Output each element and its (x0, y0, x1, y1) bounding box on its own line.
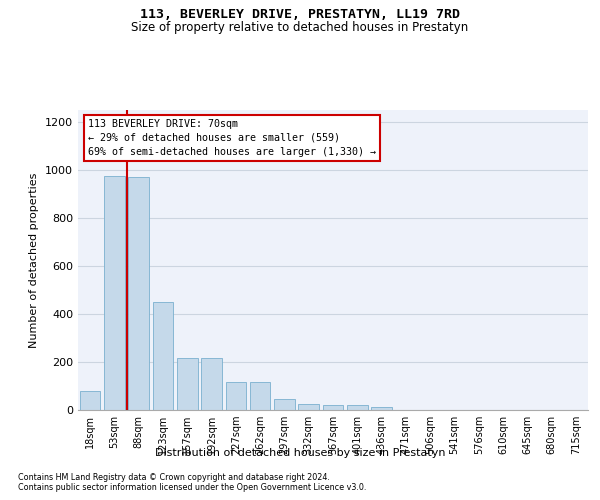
Text: Distribution of detached houses by size in Prestatyn: Distribution of detached houses by size … (155, 448, 445, 458)
Y-axis label: Number of detached properties: Number of detached properties (29, 172, 40, 348)
Text: Size of property relative to detached houses in Prestatyn: Size of property relative to detached ho… (131, 21, 469, 34)
Bar (371, 407, 392, 410)
Bar (226, 382, 246, 410)
Text: 113 BEVERLEY DRIVE: 70sqm
← 29% of detached houses are smaller (559)
69% of semi: 113 BEVERLEY DRIVE: 70sqm ← 29% of detac… (88, 119, 376, 157)
Bar (250, 382, 271, 410)
Bar (347, 405, 368, 410)
Bar (152, 302, 173, 410)
Bar (274, 399, 295, 410)
Bar (323, 404, 343, 410)
Bar (128, 177, 149, 410)
Bar (298, 404, 319, 410)
Bar (177, 358, 197, 410)
Bar (80, 391, 100, 410)
Text: Contains HM Land Registry data © Crown copyright and database right 2024.: Contains HM Land Registry data © Crown c… (18, 472, 330, 482)
Bar (104, 176, 125, 410)
Bar (201, 358, 222, 410)
Text: Contains public sector information licensed under the Open Government Licence v3: Contains public sector information licen… (18, 484, 367, 492)
Text: 113, BEVERLEY DRIVE, PRESTATYN, LL19 7RD: 113, BEVERLEY DRIVE, PRESTATYN, LL19 7RD (140, 8, 460, 20)
